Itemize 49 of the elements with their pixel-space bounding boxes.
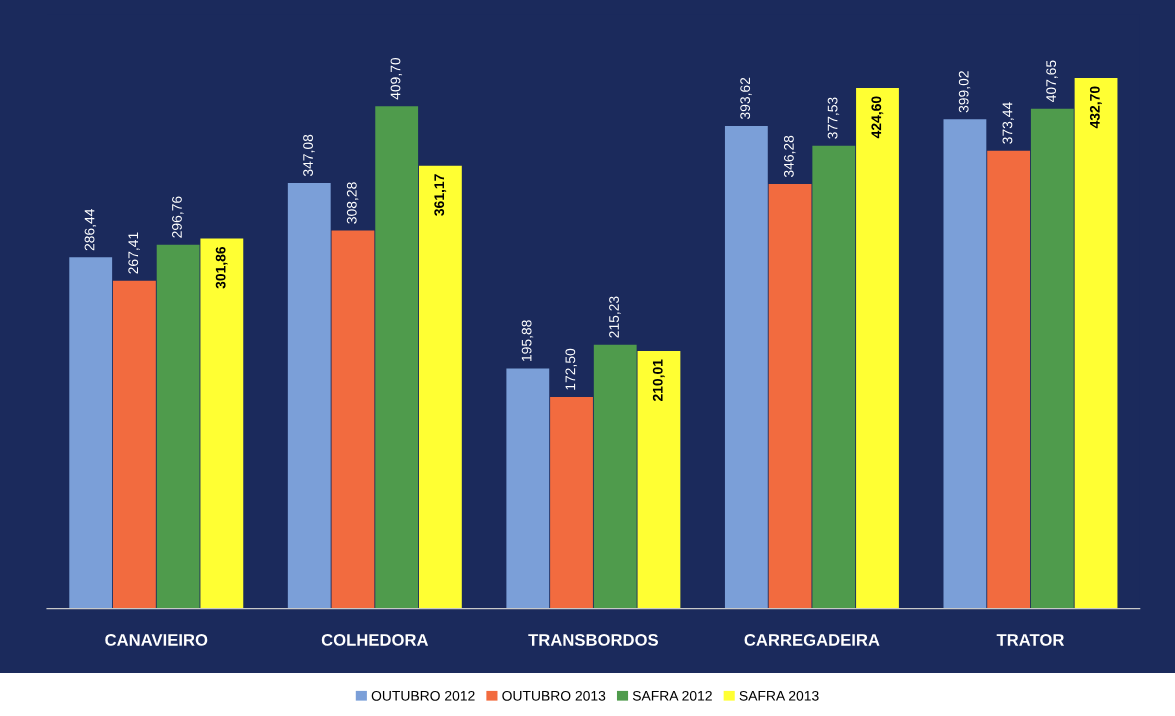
data-label: 172,50 <box>565 348 577 390</box>
bar <box>156 244 200 609</box>
x-tick-label: CARREGADEIRA <box>744 634 880 646</box>
data-label: 215,23 <box>609 296 621 338</box>
data-label: 377,53 <box>827 97 840 139</box>
data-label: 409,70 <box>390 57 403 100</box>
x-tick-label: TRANSBORDOS <box>528 634 658 646</box>
legend-label: OUTUBRO 2012 <box>371 690 475 701</box>
bar <box>69 257 113 609</box>
bar <box>1074 77 1118 609</box>
bar <box>418 165 462 609</box>
data-label: 424,60 <box>871 96 884 139</box>
data-label: 195,88 <box>521 320 534 361</box>
bar <box>943 119 987 609</box>
bar <box>113 280 156 609</box>
data-label: 432,70 <box>1089 86 1102 129</box>
bar <box>812 145 856 609</box>
data-label: 286,44 <box>84 208 97 251</box>
legend-label: OUTUBRO 2013 <box>502 690 606 701</box>
data-label: 347,08 <box>303 134 315 177</box>
bar <box>287 182 331 609</box>
data-label: 308,28 <box>346 182 359 224</box>
data-label: 346,28 <box>783 135 796 178</box>
bar <box>856 87 899 609</box>
bar <box>200 238 244 609</box>
data-label: 296,76 <box>172 196 184 238</box>
bar <box>637 351 681 609</box>
bar <box>550 397 593 609</box>
data-label: 393,62 <box>740 77 752 120</box>
data-label: 373,44 <box>1002 102 1014 144</box>
bar <box>375 106 419 609</box>
x-tick-label: CANAVIEIRO <box>105 634 208 646</box>
legend-label: SAFRA 2012 <box>632 690 712 701</box>
bar <box>1030 108 1074 609</box>
data-label: 407,65 <box>1046 60 1058 103</box>
bar <box>506 368 550 609</box>
data-label: 210,01 <box>652 359 665 402</box>
bar <box>724 125 768 609</box>
data-label: 399,02 <box>958 71 971 113</box>
x-tick-label: COLHEDORA <box>321 634 429 646</box>
data-label: 267,41 <box>128 232 140 274</box>
bar <box>768 183 812 609</box>
data-label: 361,17 <box>434 174 447 216</box>
x-tick-label: TRATOR <box>996 634 1065 646</box>
data-label: 301,86 <box>215 246 228 289</box>
bar <box>987 150 1031 609</box>
bar <box>331 230 375 609</box>
bar <box>593 344 637 609</box>
legend-label: SAFRA 2013 <box>739 690 819 701</box>
